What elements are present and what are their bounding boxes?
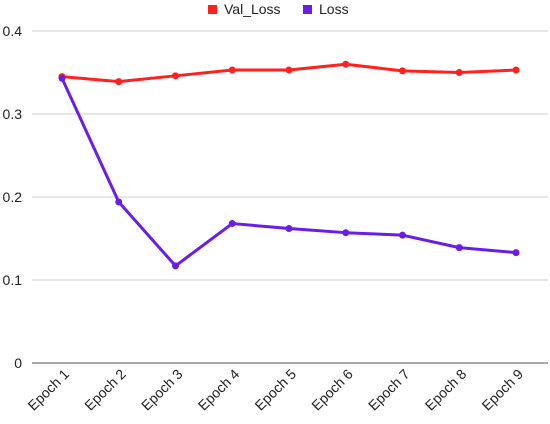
x-tick-label: Epoch 5 (251, 366, 299, 414)
legend-item: Loss (303, 1, 349, 17)
legend-item: Val_Loss (208, 1, 281, 17)
x-tick-label: Epoch 4 (195, 366, 243, 414)
x-axis-ticks: Epoch 1 Epoch 2 Epoch 3 Epoch 4 Epoch 5 Epoch… (24, 366, 526, 414)
data-point (58, 74, 66, 82)
series-loss (58, 74, 520, 270)
x-tick-label: Epoch 8 (422, 366, 470, 414)
data-point (512, 249, 520, 257)
y-tick-label: 0.4 (3, 23, 23, 39)
series-val-loss (58, 60, 520, 86)
data-point (342, 60, 350, 68)
x-tick-label: Epoch 1 (24, 366, 72, 414)
data-point (172, 72, 179, 80)
legend-label: Val_Loss (224, 1, 281, 17)
data-point (399, 231, 406, 239)
y-tick-label: 0 (14, 355, 22, 371)
y-tick-label: 0.3 (3, 106, 23, 122)
legend: Val_Loss Loss (208, 1, 349, 17)
data-point (228, 220, 236, 228)
data-point (285, 66, 293, 74)
x-tick-label: Epoch 2 (81, 366, 129, 414)
y-tick-label: 0.1 (3, 272, 23, 288)
data-point (228, 66, 236, 74)
y-tick-label: 0.2 (3, 189, 23, 205)
x-tick-label: Epoch 9 (478, 366, 526, 414)
data-point (285, 225, 293, 233)
x-tick-label: Epoch 3 (138, 366, 186, 414)
legend-swatch (208, 5, 217, 14)
series-lines (58, 60, 520, 270)
series-line (60, 76, 518, 268)
data-point (455, 244, 463, 252)
data-point (342, 229, 350, 237)
data-point (455, 69, 463, 76)
data-point (399, 67, 406, 75)
data-point (115, 198, 123, 206)
y-axis-ticks: 0 0.1 0.2 0.3 0.4 (3, 23, 23, 371)
x-tick-label: Epoch 6 (308, 366, 356, 414)
x-tick-label: Epoch 7 (365, 366, 413, 414)
data-point (115, 78, 123, 86)
data-point (172, 262, 179, 270)
legend-label: Loss (319, 1, 349, 17)
legend-swatch (303, 5, 312, 14)
data-point (512, 66, 520, 74)
